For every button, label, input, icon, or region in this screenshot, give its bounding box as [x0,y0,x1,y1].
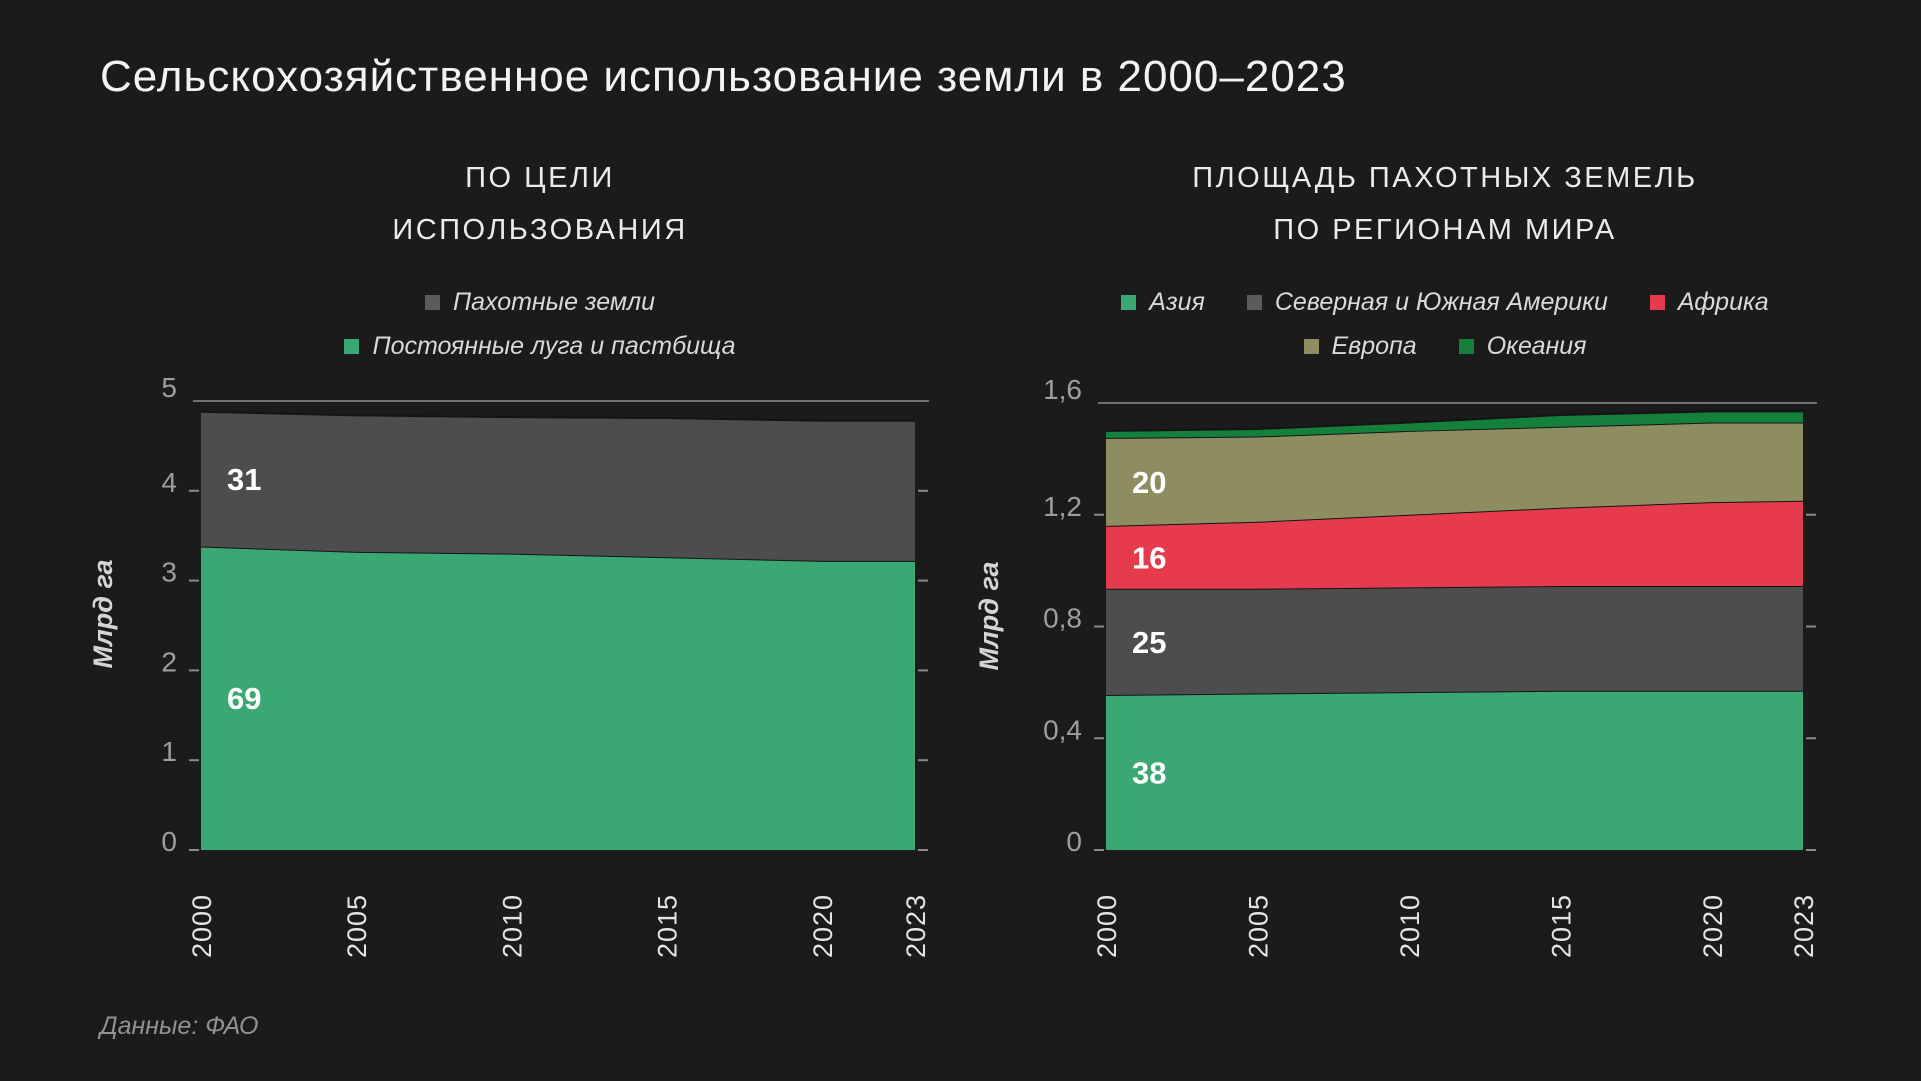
right-chart-title-line-1: ПЛОЩАДЬ ПАХОТНЫХ ЗЕМЕЛЬ [1192,162,1698,194]
legend-item: Пахотные земли [424,287,656,317]
left-chart-header: ПО ЦЕЛИ ИСПОЛЬЗОВАНИЯ Пахотные земли Пост… [150,152,930,368]
left-chart-legend: Пахотные земли Постоянные луга и пастбища [150,280,930,368]
x-tick-label: 2023 [901,894,931,958]
x-tick-label: 2010 [497,894,527,958]
x-tick-label: 2023 [1789,894,1819,958]
y-tick-label: 1,6 [1043,374,1082,405]
legend-swatch-icon [1246,294,1262,310]
area-series [1106,411,1803,438]
area-series [201,411,915,561]
y-axis-title: Млрд га [974,561,1004,670]
x-tick-label: 2000 [187,894,217,958]
value-label: 25 [1132,625,1166,660]
value-label: 20 [1132,465,1166,500]
legend-item: Азия [1121,288,1205,317]
x-tick-label: 2005 [1244,894,1274,958]
legend-row: Европа Океания [1075,324,1815,368]
x-tick-label: 2015 [1547,894,1577,958]
y-axis-title: Млрд га [88,559,118,668]
legend-label: Азия [1149,287,1205,316]
x-tick-label: 2020 [808,894,838,958]
legend-swatch-icon [344,338,360,354]
legend-item: Африка [1649,287,1769,317]
value-label: 38 [1132,755,1166,790]
value-label: 16 [1132,540,1166,575]
chart-0: 0 1 2 3 4 5 69 31 2000 2005 2010 2015 2020 2023 Млрд г… [88,372,931,958]
page-title: Сельскохозяйственное использование земли… [100,52,1347,101]
left-chart-title-line-2: ИСПОЛЬЗОВАНИЯ [392,214,688,246]
y-tick-label: 1 [161,736,177,767]
area-series [1106,500,1803,589]
y-tick-label: 0,4 [1043,714,1082,745]
legend-label: Северная и Южная Америки [1274,287,1608,316]
x-tick-label: 2000 [1092,894,1122,958]
x-tick-label: 2010 [1395,894,1425,958]
x-tick-label: 2005 [342,894,372,958]
area-series [1106,422,1803,526]
right-chart-legend: Азия Северная и Южная Америки Африка Европа… [1075,280,1815,368]
legend-item: Океания [1458,331,1587,361]
legend-swatch-icon [1649,294,1665,310]
legend-swatch-icon [1458,338,1474,354]
legend-row: Пахотные земли [150,280,930,324]
y-tick-label: 0 [161,826,177,857]
legend-item: Постоянные луга и пастбища [344,331,736,361]
area-top-edge [200,410,915,422]
value-label: 31 [227,462,261,497]
area-series [1106,690,1803,850]
y-tick-label: 5 [161,372,177,403]
legend-row: Постоянные луга и пастбища [150,324,930,368]
right-chart-header: ПЛОЩАДЬ ПАХОТНЫХ ЗЕМЕЛЬ ПО РЕГИОНАМ МИРА… [1075,152,1815,368]
legend-swatch-icon [424,294,440,310]
area-series [1106,585,1803,695]
y-tick-label: 0 [1066,826,1082,857]
right-chart-title-line-2: ПО РЕГИОНАМ МИРА [1273,214,1617,246]
y-tick-label: 1,2 [1043,491,1082,522]
legend-swatch-icon [1303,338,1319,354]
y-tick-label: 0,8 [1043,603,1082,634]
left-chart-title-line-1: ПО ЦЕЛИ [465,162,615,194]
y-tick-label: 2 [161,646,177,677]
area-top-edge [1105,410,1803,432]
legend-row: Азия Северная и Южная Америки Африка [1075,280,1815,324]
area-series [201,546,915,850]
legend-label: Европа [1331,331,1417,360]
legend-item: Северная и Южная Америки [1246,287,1608,317]
value-label: 69 [227,681,261,716]
y-tick-label: 3 [161,557,177,588]
y-tick-label: 4 [161,467,177,498]
x-tick-label: 2020 [1698,894,1728,958]
legend-label: Океания [1486,331,1587,360]
legend-swatch-icon [1121,294,1137,310]
x-tick-label: 2015 [653,894,683,958]
chart-1: 0 0,4 0,8 1,2 1,6 38 25 16 20 2000 2005 2010 2015 202… [974,374,1819,958]
legend-label: Африка [1677,287,1769,316]
data-source-note: Данные: ФАО [100,1012,259,1040]
legend-label: Постоянные луга и пастбища [372,331,736,360]
legend-label: Пахотные земли [452,287,656,316]
legend-item: Европа [1303,331,1417,361]
